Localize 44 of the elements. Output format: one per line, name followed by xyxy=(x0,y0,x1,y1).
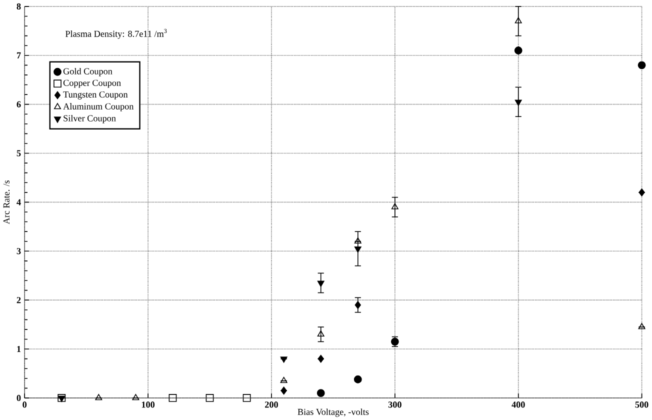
point xyxy=(318,354,324,363)
y-axis-title: Arc Rate. /s xyxy=(3,180,10,224)
annotation: Plasma Density: 8.7e11 /m$^{3}$ xyxy=(65,28,167,39)
point xyxy=(316,389,325,397)
x-axis-title: Bias Voltage, -volts xyxy=(298,408,369,417)
x-tick-label: 300 xyxy=(388,401,402,408)
point xyxy=(638,322,646,330)
point xyxy=(317,330,324,336)
legend-label: Gold Coupon xyxy=(63,68,112,76)
y-tick-label: 3 xyxy=(16,248,21,254)
point xyxy=(280,376,288,383)
y-tick-label: 0 xyxy=(16,394,21,401)
point xyxy=(280,386,287,394)
x-tick-label: 200 xyxy=(265,401,278,408)
point xyxy=(354,246,362,253)
point xyxy=(132,394,140,400)
point xyxy=(280,356,288,363)
y-tick-label: 4 xyxy=(16,199,21,206)
point xyxy=(354,375,362,384)
point xyxy=(514,17,522,24)
legend-label: Aluminum Coupon xyxy=(63,102,134,112)
legend-label: Tungsten Coupon xyxy=(63,91,128,100)
point xyxy=(354,237,362,244)
y-tick-label: 7 xyxy=(17,52,21,58)
x-tick-label: 500 xyxy=(635,401,648,408)
point xyxy=(95,394,102,400)
x-tick-label: 400 xyxy=(512,401,525,408)
point xyxy=(168,394,177,402)
x-tick-label: 0 xyxy=(22,401,27,408)
legend-label: Copper Coupon xyxy=(63,80,121,88)
point xyxy=(317,280,324,287)
y-tick-label: 5 xyxy=(16,150,21,156)
point xyxy=(391,203,398,210)
y-tick-label: 2 xyxy=(16,296,21,303)
point xyxy=(514,100,522,106)
point xyxy=(354,300,361,309)
legend-label: Silver Coupon xyxy=(64,114,116,124)
point xyxy=(242,394,251,402)
point xyxy=(206,394,214,402)
x-tick-label: 100 xyxy=(142,401,155,408)
y-tick-label: 1 xyxy=(17,346,21,352)
point xyxy=(514,46,522,54)
y-tick-label: 6 xyxy=(16,101,21,108)
y-tick-label: 8 xyxy=(16,3,21,10)
